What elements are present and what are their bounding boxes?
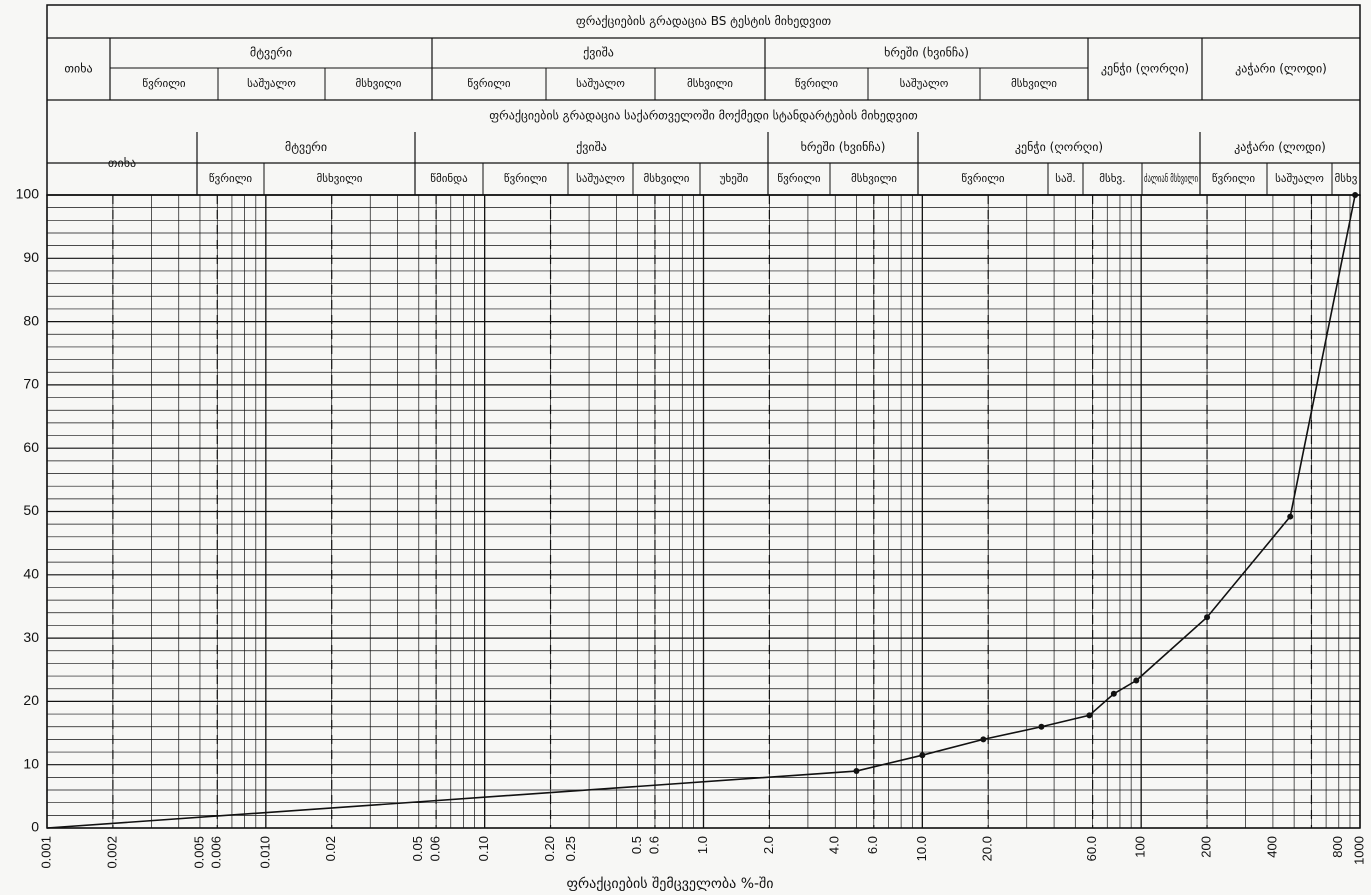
x-tick-label: 60.0 xyxy=(1084,836,1099,861)
ge-sub-label: წვრილი xyxy=(504,172,547,185)
bs-sub-label: წვრილი xyxy=(795,77,838,90)
ge-group-label: კაჭარი (ლოდი) xyxy=(1234,140,1326,154)
bs-sub-label: წვრილი xyxy=(142,77,185,90)
y-tick-label: 20 xyxy=(23,692,39,708)
data-point xyxy=(1204,614,1211,621)
ge-group-label: ქვიშა xyxy=(576,140,607,154)
plot-series xyxy=(46,192,1359,829)
x-tick-label: 0.25 xyxy=(563,836,578,861)
x-axis-label: ფრაქციების შემცველობა %-ში xyxy=(566,875,773,892)
data-point xyxy=(1038,723,1045,730)
bs-title: ფრაქციების გრადაცია BS ტესტის მიხედვით xyxy=(576,14,832,28)
y-tick-label: 0 xyxy=(31,819,39,835)
data-point xyxy=(1086,712,1093,719)
ge-group-label: თიხა xyxy=(108,156,136,170)
bs-sub-label: საშუალო xyxy=(900,77,949,90)
x-tick-label: 0.005 xyxy=(191,836,206,869)
bs-group-label: კენჭი (ღორღი) xyxy=(1101,62,1189,76)
ge-sub-label: წვრილი xyxy=(1212,172,1255,185)
x-tick-label: 0.010 xyxy=(257,836,272,869)
y-tick-label: 60 xyxy=(23,439,39,455)
x-tick-label: 0.002 xyxy=(104,836,119,869)
y-tick-label: 80 xyxy=(23,312,39,328)
x-tick-label: 20.0 xyxy=(980,836,995,861)
x-tick-label: 1.0 xyxy=(695,836,710,854)
data-point xyxy=(919,752,926,759)
ge-sub-label: მსხვ xyxy=(1335,172,1358,185)
x-tick-label: 0.5 xyxy=(629,836,644,854)
bs-group-label: ხრეში (ხვინჩა) xyxy=(884,46,969,60)
ge-sub-label: წვრილი xyxy=(961,172,1004,185)
ge-sub-label: წვრილი xyxy=(209,172,252,185)
ge-sub-label: საშუალო xyxy=(576,172,625,185)
bs-group-label: თიხა xyxy=(64,62,92,76)
ge-sub-label: მსხვილი xyxy=(317,172,363,185)
y-tick-label: 40 xyxy=(23,566,39,582)
ge-sub-label: მსხვილი xyxy=(851,172,897,185)
ge-sub-label: საშუალო xyxy=(1275,172,1324,185)
x-tick-label: 4.0 xyxy=(827,836,842,854)
bs-group-label: ქვიშა xyxy=(583,46,614,60)
data-point xyxy=(980,736,987,743)
bs-sub-label: მსხვილი xyxy=(1011,77,1057,90)
y-tick-label: 50 xyxy=(23,502,39,518)
x-tick-label: 0.06 xyxy=(428,836,443,861)
x-tick-label: 10.0 xyxy=(914,836,929,861)
bs-sub-label: წვრილი xyxy=(467,77,510,90)
x-tick-label: 200 xyxy=(1198,836,1213,858)
x-tick-label: 0.20 xyxy=(542,836,557,861)
y-tick-label: 70 xyxy=(23,376,39,392)
x-tick-label: 100 xyxy=(1133,836,1148,858)
y-tick-label: 100 xyxy=(16,186,40,202)
x-tick-label: 0.6 xyxy=(646,836,661,854)
ge-sub-label: ძალიან მსხვილი xyxy=(1144,172,1198,185)
x-tick-label: 6.0 xyxy=(865,836,880,854)
bs-sub-label: საშუალო xyxy=(247,77,296,90)
data-point xyxy=(1133,677,1140,684)
bs-sub-label: მსხვილი xyxy=(356,77,402,90)
header-tables: ფრაქციების გრადაცია BS ტესტის მიხედვით ფრ… xyxy=(46,4,1361,196)
plot-grid xyxy=(46,194,1361,829)
bs-group-label: კაჭარი (ლოდი) xyxy=(1235,62,1327,76)
ge-sub-label: უხეში xyxy=(720,172,749,185)
data-point xyxy=(1352,192,1359,198)
x-tick-label: 0.001 xyxy=(38,836,53,869)
ge-group-label: კენჭი (ღორღი) xyxy=(1015,140,1103,154)
y-tick-label: 10 xyxy=(23,755,39,771)
ge-group-label: მტვერი xyxy=(285,140,327,154)
bs-sub-label: საშუალო xyxy=(576,77,625,90)
data-point xyxy=(853,768,860,775)
ge-sub-label: საშ. xyxy=(1055,172,1076,185)
x-tick-label: 800 xyxy=(1330,836,1345,858)
x-tick-label: 400 xyxy=(1264,836,1279,858)
ge-sub-label: წვრილი xyxy=(777,172,820,185)
x-tick-label: 1000 xyxy=(1351,836,1366,865)
x-tick-label: 0.10 xyxy=(476,836,491,861)
data-point xyxy=(1287,513,1294,520)
bs-sub-label: მსხვილი xyxy=(687,77,733,90)
y-tick-label: 30 xyxy=(23,629,39,645)
ge-sub-label: წმინდა xyxy=(430,172,468,185)
x-tick-label: 0.006 xyxy=(209,836,224,869)
ge-sub-label: მსხვ. xyxy=(1099,172,1125,185)
ge-sub-label: მსხვილი xyxy=(644,172,690,185)
bs-group-label: მტვერი xyxy=(250,46,292,60)
data-point xyxy=(1110,690,1117,697)
ge-group-label: ხრეში (ხვინჩა) xyxy=(801,140,886,154)
y-tick-label: 90 xyxy=(23,249,39,265)
x-tick-label: 0.05 xyxy=(410,836,425,861)
ge-title: ფრაქციების გრადაცია საქართველოში მოქმედი… xyxy=(489,109,918,123)
x-tick-label: 0.02 xyxy=(323,836,338,861)
x-tick-label: 2.0 xyxy=(761,836,776,854)
